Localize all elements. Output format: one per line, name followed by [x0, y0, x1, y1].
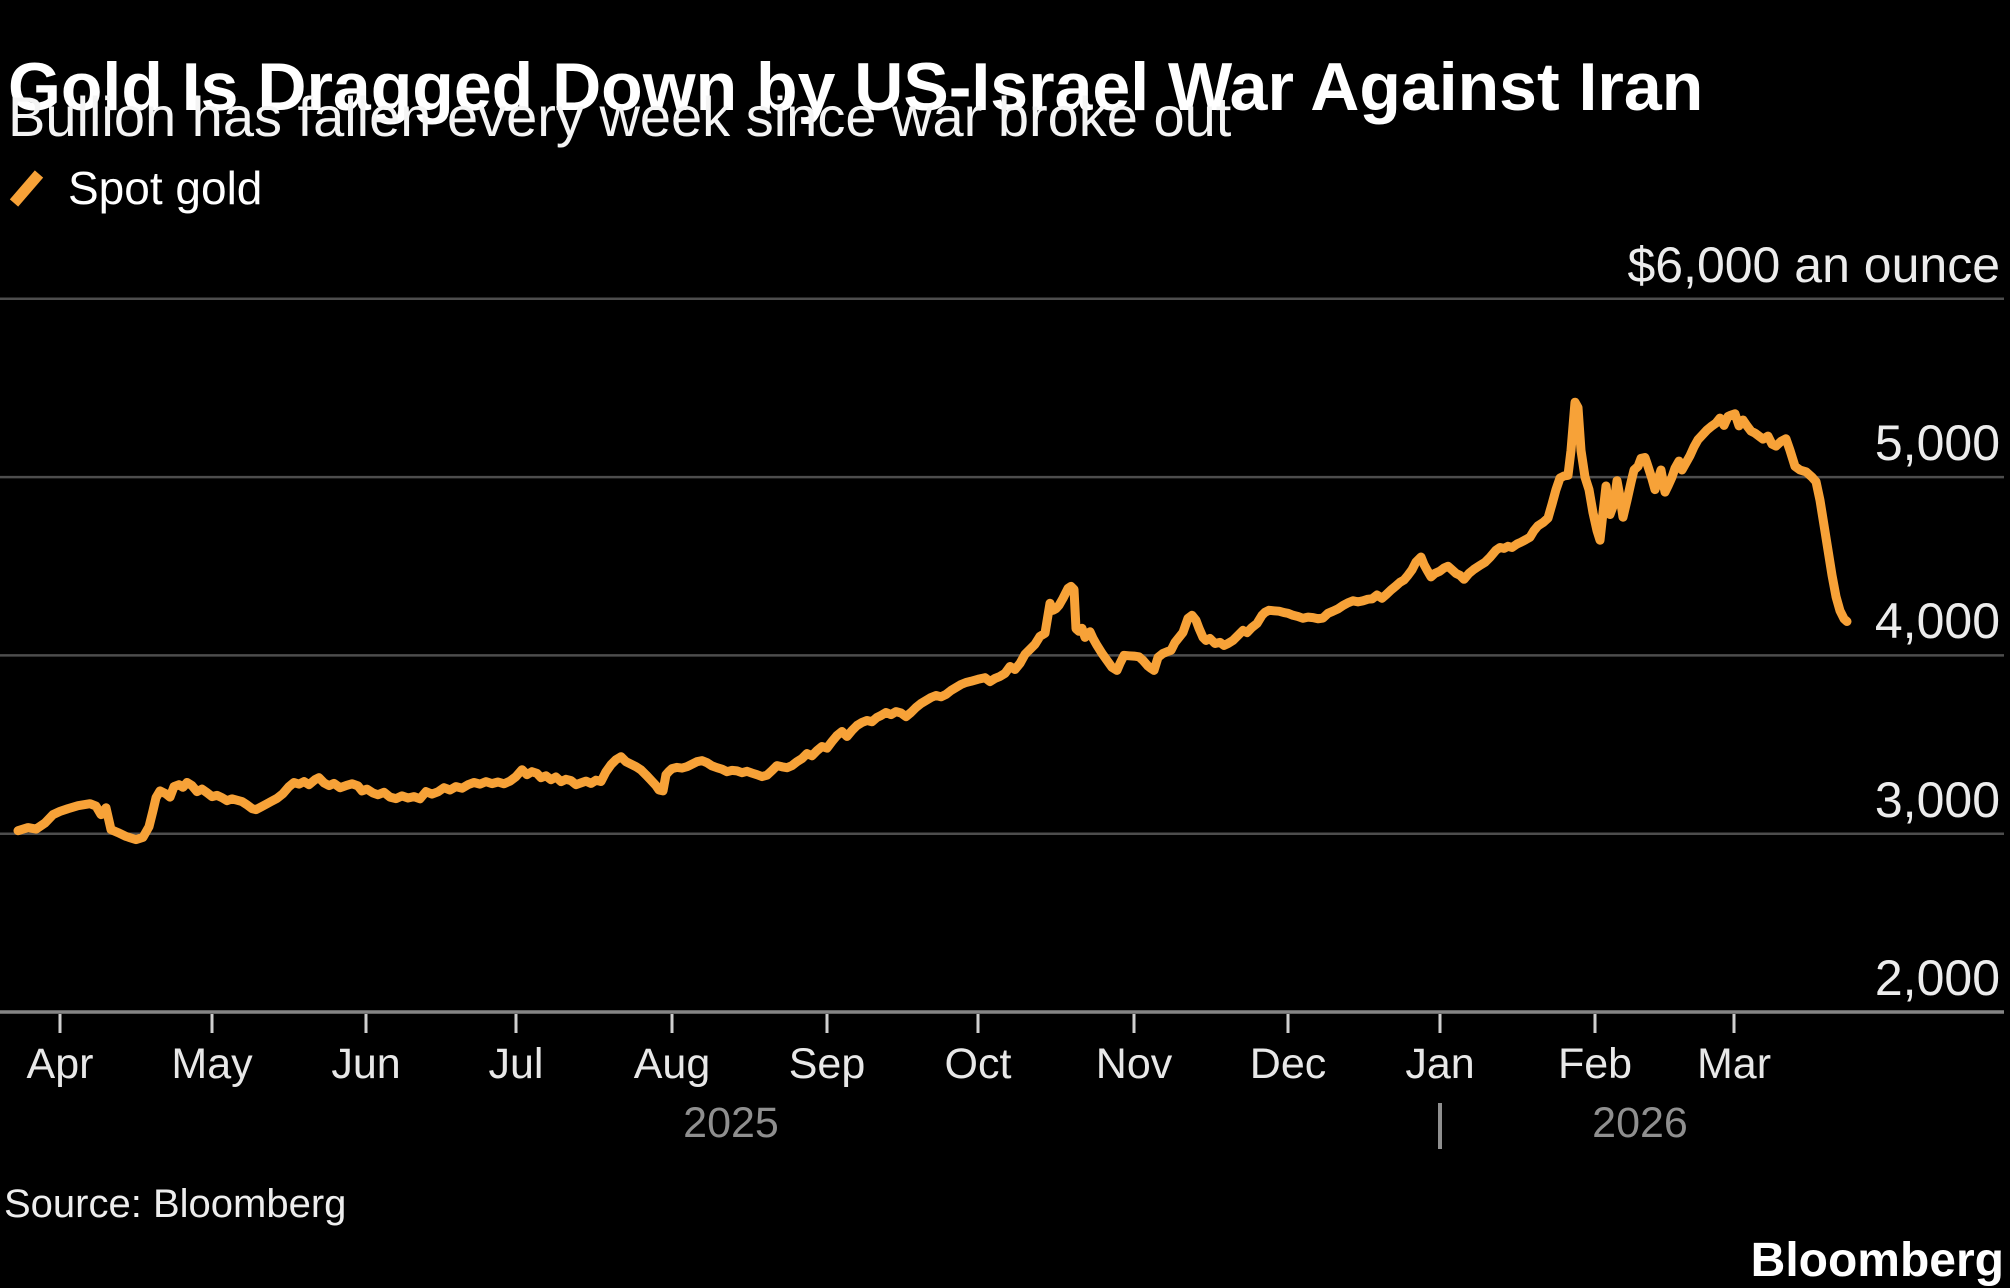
y-axis-label-2000: 2,000	[1874, 950, 2000, 1006]
chart-subtitle: Bullion has fallen every week since war …	[8, 85, 1232, 148]
x-axis-label-apr: Apr	[26, 1040, 94, 1088]
x-axis-label-nov: Nov	[1095, 1040, 1173, 1088]
y-axis-label-3000: 3,000	[1874, 771, 2000, 828]
x-axis-label-oct: Oct	[944, 1040, 1012, 1088]
x-axis-label-may: May	[171, 1040, 253, 1088]
year-label-2025: 2025	[683, 1099, 779, 1147]
x-axis-label-jul: Jul	[488, 1040, 544, 1088]
legend-slash-icon	[9, 170, 44, 207]
x-axis-label-dec: Dec	[1249, 1040, 1327, 1088]
x-axis-label-feb: Feb	[1557, 1040, 1633, 1088]
year-label-2026: 2026	[1592, 1099, 1688, 1147]
x-axis-label-jan: Jan	[1405, 1040, 1475, 1088]
legend: Spot gold	[8, 162, 263, 214]
legend-label: Spot gold	[68, 162, 263, 214]
x-axis-label-aug: Aug	[633, 1040, 711, 1088]
page-title: Gold Is Dragged Down by US-Israel War Ag…	[8, 48, 1704, 125]
source-note: Source: Bloomberg	[4, 1182, 347, 1226]
y-axis-label-4000: 4,000	[1874, 593, 2000, 650]
bloomberg-logo: Bloomberg	[1750, 1234, 2004, 1287]
year-divider	[1438, 1103, 1442, 1149]
x-axis-label-mar: Mar	[1696, 1040, 1772, 1088]
y-axis-label-6000: $6,000 an ounce	[1627, 236, 2000, 293]
x-axis-label-sep: Sep	[788, 1040, 866, 1088]
y-axis-label-5000: 5,000	[1874, 415, 2000, 472]
spot-gold-line	[13, 397, 1852, 845]
x-axis-label-jun: Jun	[331, 1040, 401, 1088]
